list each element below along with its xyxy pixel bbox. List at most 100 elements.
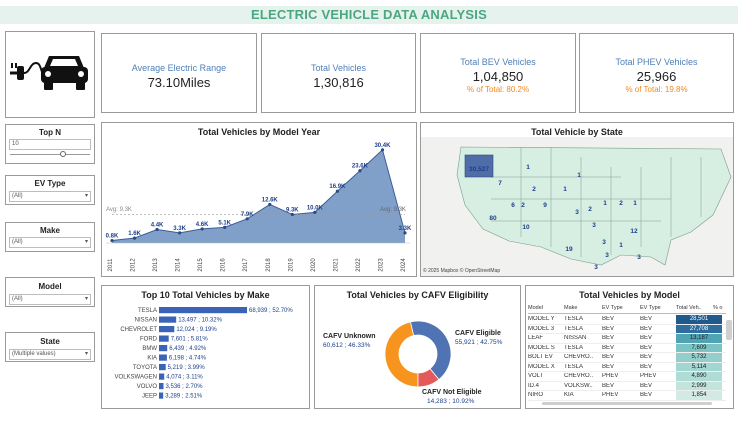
table-header-divider — [528, 313, 726, 314]
table-cell: BOLT EV — [528, 354, 553, 360]
year-point[interactable] — [403, 231, 407, 235]
make-bar[interactable] — [159, 354, 167, 361]
table-header-cell[interactable]: Make — [564, 305, 578, 311]
washington-state[interactable] — [464, 154, 494, 178]
top-n-input[interactable]: 10 — [9, 139, 91, 150]
make-bar[interactable] — [159, 373, 165, 380]
cafv-eligible-name: CAFV Eligible — [455, 330, 501, 337]
year-tick-label: 2020 — [311, 258, 317, 272]
model-year-marks: 0.8K 2011 1.6K 2012 4.4K 2013 3.3K 2014 4.6K 2015… — [106, 143, 412, 272]
kpi-total-phev: Total PHEV Vehicles 25,966 % of Total: 1… — [579, 33, 734, 113]
table-cell: PHEV — [602, 373, 619, 379]
year-point[interactable] — [200, 227, 204, 231]
avg-label-right: Avg: 9.3K — [380, 207, 406, 213]
cafv-eligible-value: 55,921 ; 42.75% — [455, 339, 503, 346]
make-bar[interactable] — [159, 345, 168, 352]
make-data-label: 3,536 ; 2.70% — [166, 384, 204, 390]
year-point[interactable] — [132, 236, 137, 240]
filter-ev-type: EV Type (All) ▾ — [5, 175, 95, 205]
year-point[interactable] — [155, 227, 159, 232]
year-point[interactable] — [178, 231, 182, 235]
table-cell: TESLA — [564, 325, 584, 332]
model-year-panel: Total Vehicles by Model Year Avg: 9.3K A… — [101, 122, 417, 277]
cafv-slice[interactable] — [417, 368, 440, 388]
make-dropdown[interactable]: (All) ▾ — [9, 237, 91, 248]
table-row[interactable] — [528, 334, 726, 344]
table-header-cell[interactable]: % o — [713, 305, 723, 311]
us-states-region[interactable] — [456, 146, 732, 266]
table-horizontal-scrollbar[interactable] — [542, 402, 712, 405]
ev-type-dropdown[interactable]: (All) ▾ — [9, 191, 91, 202]
table-header-cell[interactable]: Total Veh.. — [676, 305, 702, 311]
state-count-label: 3 — [602, 239, 606, 246]
state-map-panel: Total Vehicle by State 30,527 1 7 1 2 1 6 2 9 2 3 1… — [420, 122, 734, 277]
table-cell: BEV — [640, 354, 653, 360]
cafv-unknown-value: 60,612 ; 46.33% — [323, 342, 371, 349]
year-data-label: 4.6K — [196, 222, 209, 228]
year-point[interactable] — [313, 210, 317, 214]
header-bar — [0, 6, 738, 24]
year-point[interactable] — [223, 225, 227, 229]
make-bar[interactable] — [159, 364, 166, 371]
make-bar[interactable] — [159, 383, 164, 390]
year-data-label: 10.0K — [307, 205, 324, 211]
year-point[interactable] — [380, 148, 385, 152]
table-row[interactable] — [528, 353, 726, 363]
year-point[interactable] — [358, 169, 362, 173]
table-row[interactable] — [528, 315, 726, 325]
kpi-phev-label: Total PHEV Vehicles — [615, 57, 698, 67]
year-point[interactable] — [245, 217, 249, 221]
cafv-slice[interactable] — [384, 321, 419, 388]
table-header-cell[interactable]: EV Type — [602, 305, 623, 311]
table-cell: BEV — [640, 344, 653, 351]
make-bar[interactable] — [159, 307, 247, 314]
make-data-label: 5,219 ; 3.99% — [168, 365, 206, 371]
table-row[interactable] — [528, 391, 726, 401]
top-n-slider-handle[interactable] — [60, 151, 66, 157]
year-tick-label: 2016 — [221, 258, 227, 272]
make-bar[interactable] — [159, 326, 175, 333]
make-bar[interactable] — [159, 316, 177, 323]
table-cell: BEV — [602, 382, 615, 389]
year-data-label: 16.9K — [329, 184, 346, 190]
year-point[interactable] — [268, 202, 272, 207]
table-row[interactable] — [528, 344, 726, 353]
table-row[interactable] — [528, 325, 726, 334]
top-n-slider-track[interactable] — [10, 154, 90, 155]
table-row[interactable] — [528, 363, 726, 372]
table-cell: 2,999 — [676, 381, 722, 390]
filter-model: Model (All) ▾ — [5, 277, 95, 307]
table-row[interactable] — [528, 372, 726, 382]
table-cell: 27,708 — [676, 324, 722, 333]
state-dropdown[interactable]: (Multiple values) ▾ — [9, 349, 91, 360]
year-point[interactable] — [290, 212, 294, 217]
state-count-label: 1 — [633, 200, 637, 207]
make-data-label: 13,497 ; 10.32% — [178, 318, 222, 324]
cafv-slices — [384, 320, 452, 388]
table-cell: MODEL X — [528, 363, 555, 370]
table-header-cell[interactable]: Model — [528, 305, 543, 311]
year-data-label: 5.1K — [218, 220, 231, 226]
table-row[interactable] — [528, 382, 726, 391]
make-bar[interactable] — [159, 335, 169, 342]
table-cell: VOLKSW.. — [564, 382, 593, 389]
make-data-label: 3,289 ; 2.51% — [165, 394, 203, 400]
year-data-label: 3.3K — [173, 226, 186, 232]
table-cell: MODEL Y — [528, 316, 555, 322]
make-bar-chart: TESLA 68,939 ; 52.70% NISSAN 13,497 ; 10.32… — [115, 307, 293, 400]
kpi-total-vehicles: Total Vehicles 1,30,816 — [261, 33, 416, 113]
table-header-cell[interactable]: EV Type — [640, 305, 661, 311]
model-table-title: Total Vehicles by Model — [579, 290, 680, 300]
table-vertical-scrollbar[interactable] — [726, 320, 732, 340]
make-bar[interactable] — [159, 392, 164, 399]
table-cell: PHEV — [640, 373, 657, 379]
table-cell: MODEL S — [528, 344, 555, 351]
year-point[interactable] — [110, 238, 114, 243]
cafv-not-eligible-name: CAFV Not Eligible — [422, 389, 482, 396]
make-title: Top 10 Total Vehicles by Make — [141, 290, 270, 300]
model-year-area — [112, 149, 405, 243]
year-point[interactable] — [335, 189, 339, 193]
model-dropdown[interactable]: (All) ▾ — [9, 294, 91, 305]
